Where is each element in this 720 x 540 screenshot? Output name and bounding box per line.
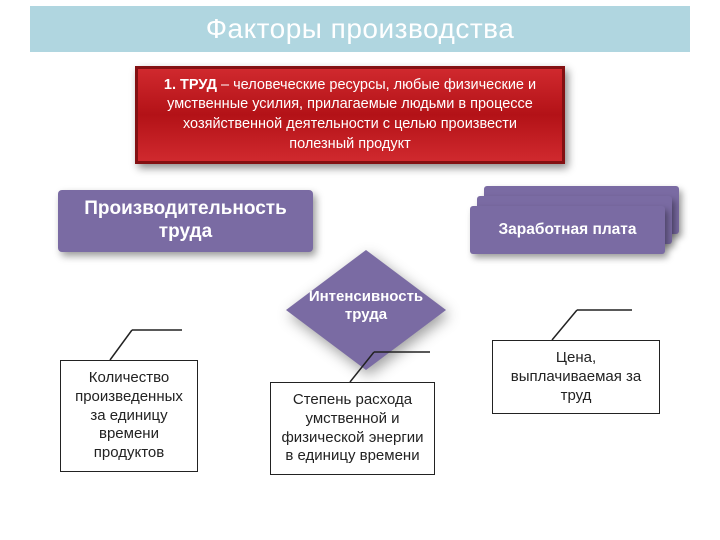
callout-wage-text: Цена, выплачиваемая за труд <box>492 340 660 414</box>
wage-card-front: Заработная плата <box>470 206 665 254</box>
callout-intensity: Степень расхода умственной и физической … <box>270 352 480 522</box>
callout-productivity: Количество произведенных за единицу врем… <box>60 330 220 500</box>
definition-body: – человеческие ресурсы, любые физические… <box>167 77 536 152</box>
definition-text: 1. ТРУД – человеческие ресурсы, любые фи… <box>152 76 548 154</box>
page-title-bar: Факторы производства <box>30 6 690 52</box>
callout-productivity-text: Количество произведенных за единицу врем… <box>60 360 198 472</box>
callout-intensity-text: Степень расхода умственной и физической … <box>270 382 435 475</box>
productivity-box: Производительность труда <box>58 190 313 252</box>
definition-box: 1. ТРУД – человеческие ресурсы, любые фи… <box>135 66 565 164</box>
callout-wage: Цена, выплачиваемая за труд <box>492 310 692 450</box>
wage-stack: Заработная плата <box>470 186 676 256</box>
definition-bold: 1. ТРУД <box>164 77 217 93</box>
wage-label: Заработная плата <box>498 221 636 239</box>
intensity-label: Интенсивность труда <box>306 288 426 324</box>
page-title: Факторы производства <box>206 13 515 45</box>
productivity-label: Производительность труда <box>58 198 313 244</box>
